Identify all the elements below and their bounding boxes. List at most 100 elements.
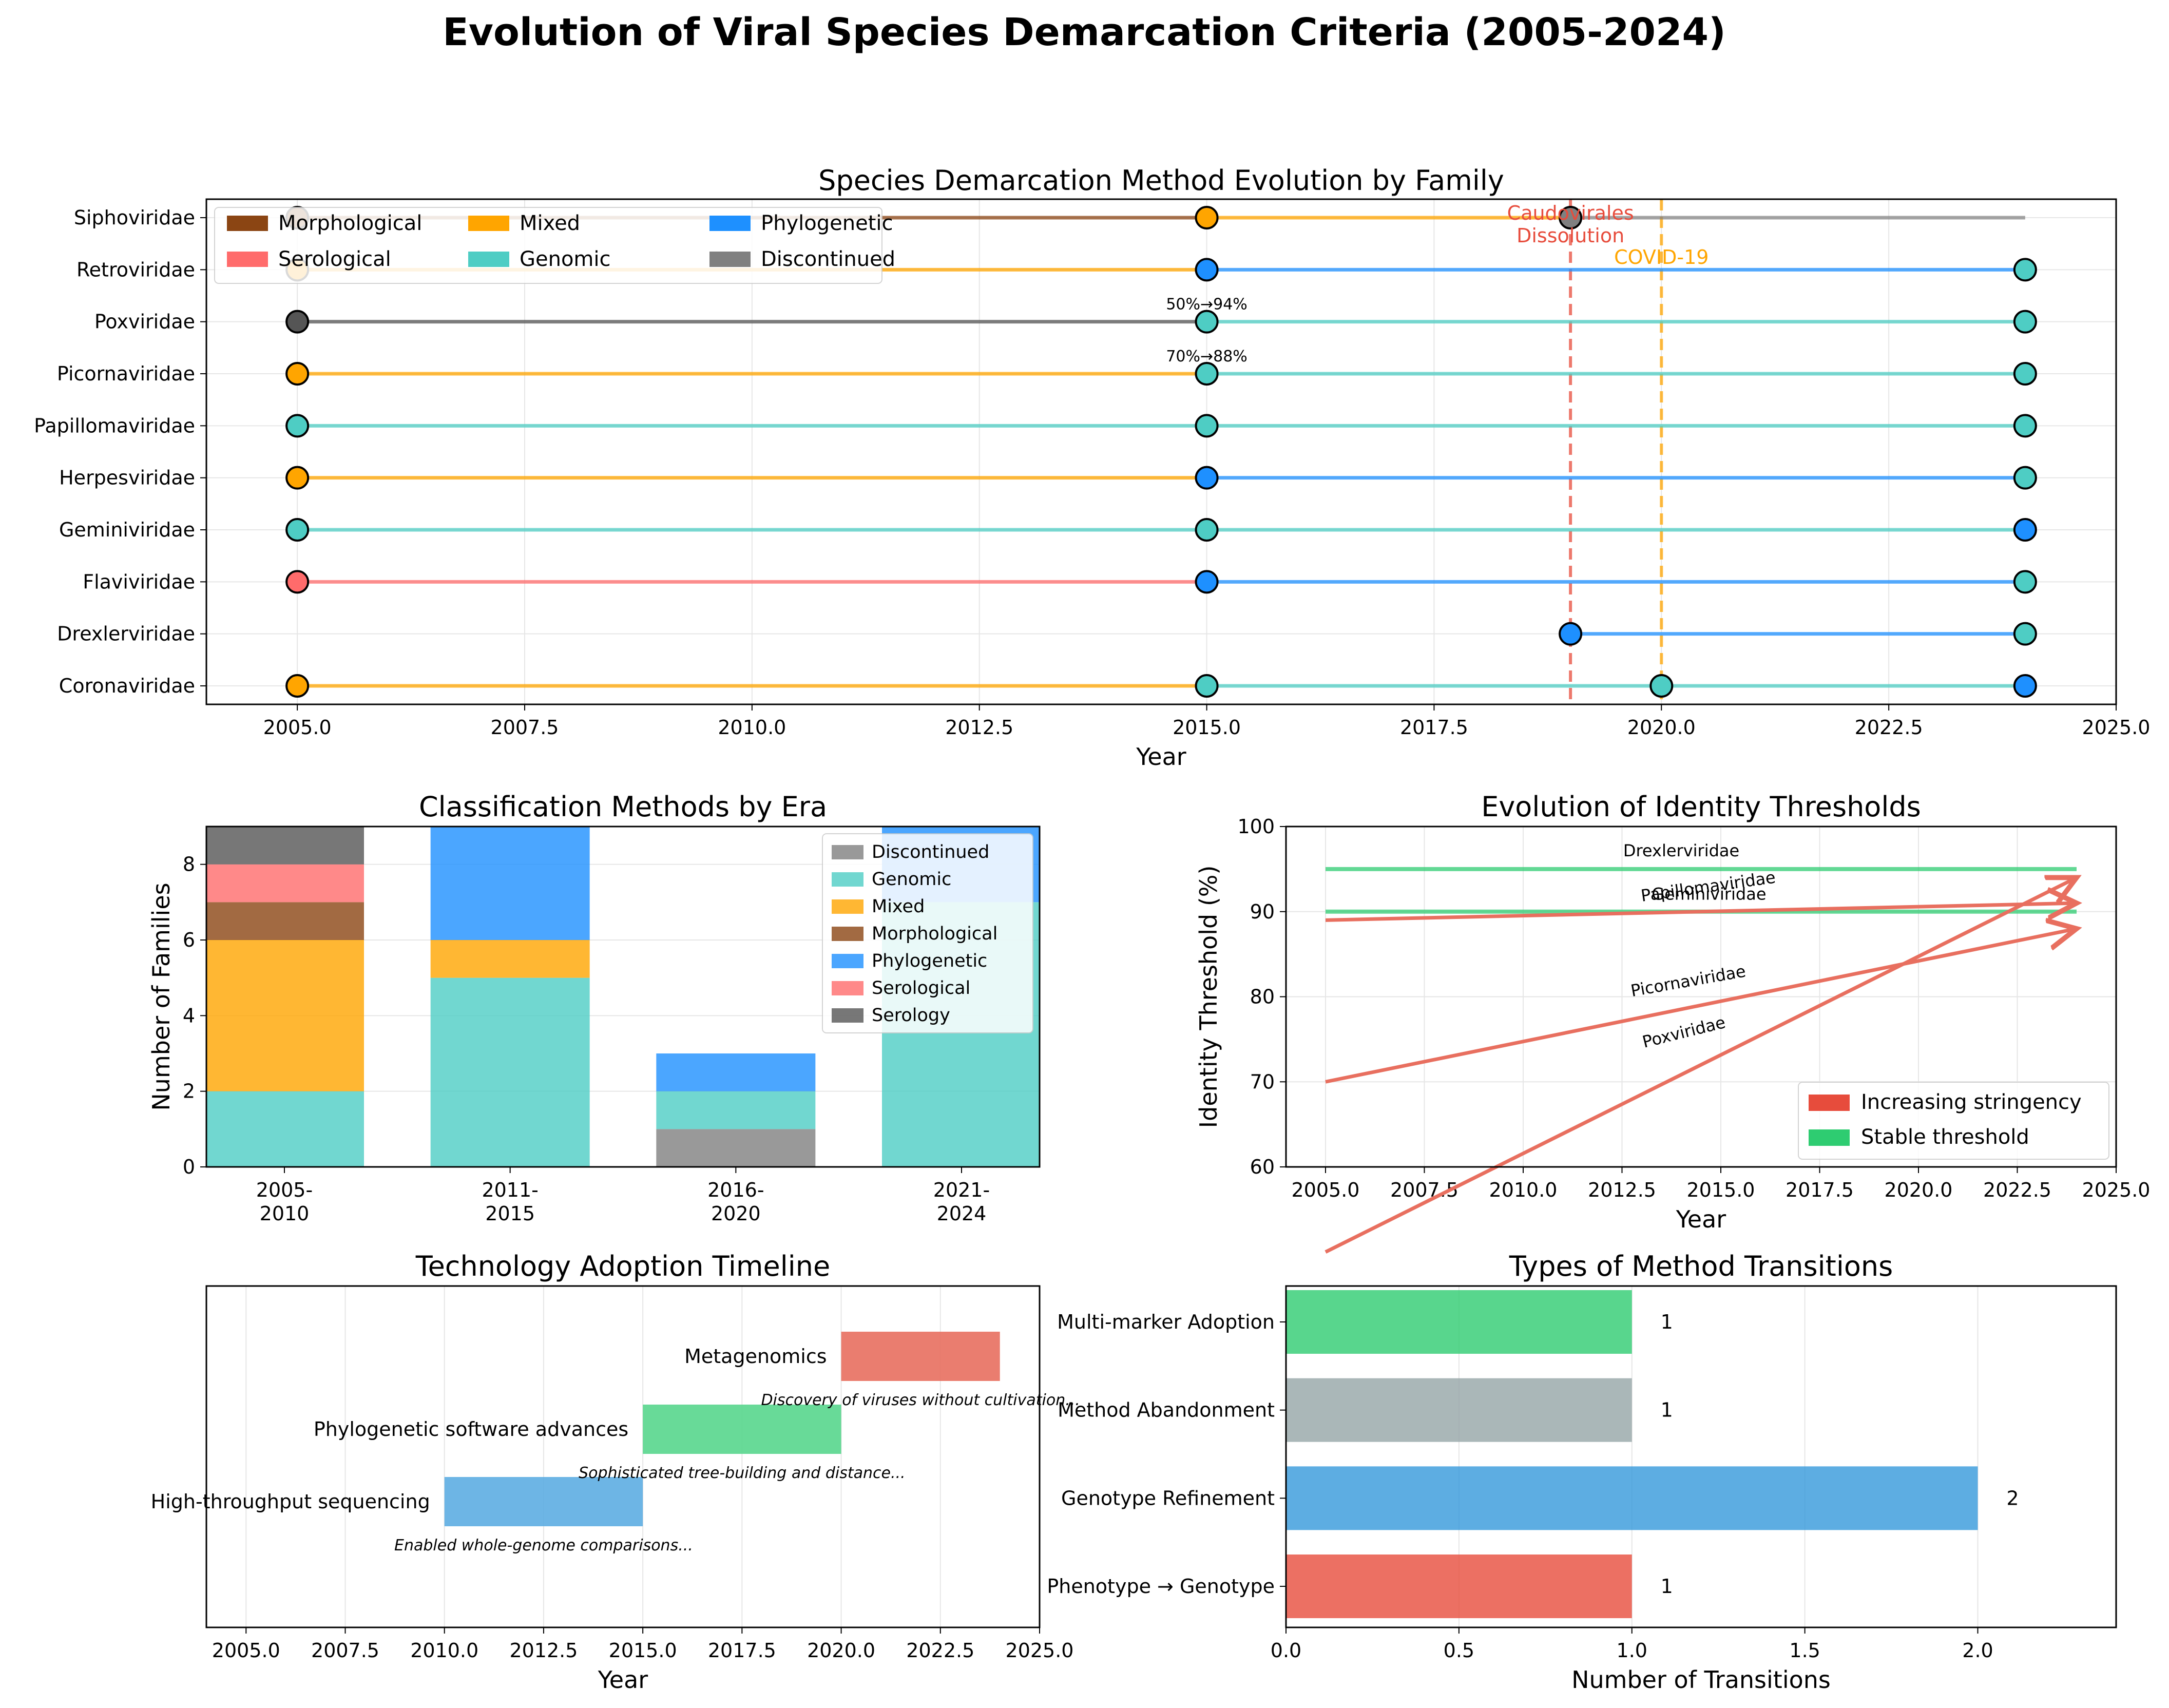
x-tick-label: 2007.5	[491, 716, 559, 739]
x-tick-label: 2016-2020	[707, 1179, 764, 1225]
y-tick-label: 0	[183, 1156, 195, 1178]
family-label: Coronaviridae	[59, 675, 195, 697]
legend-swatch	[227, 216, 268, 231]
technology-note: Discovery of viruses without cultivation…	[761, 1391, 1080, 1409]
x-tick-label: 2025.0	[2082, 1179, 2151, 1201]
y-tick-label: 2	[183, 1080, 195, 1103]
legend-label: Morphological	[872, 924, 997, 944]
bar-segment	[206, 940, 364, 1091]
legend-label: Morphological	[278, 212, 422, 235]
y-tick-label: 70	[1250, 1070, 1275, 1093]
method-marker	[1195, 414, 1219, 438]
panel-title: Evolution of Identity Thresholds	[1481, 791, 1921, 823]
technology-label: Metagenomics	[684, 1345, 827, 1368]
legend-swatch	[709, 252, 751, 267]
bar-segment	[206, 827, 364, 865]
legend-box	[1798, 1082, 2109, 1160]
x-tick-label: 2.0	[1962, 1639, 1993, 1662]
threshold-change-label: 70%→88%	[1166, 348, 1247, 366]
x-axis-label: Number of Transitions	[1571, 1666, 1831, 1694]
method-marker	[2013, 414, 2037, 438]
x-tick-label: 1.0	[1617, 1639, 1647, 1662]
family-label: Retroviridae	[76, 258, 195, 281]
method-marker	[285, 310, 310, 334]
x-tick-label: 2005.0	[1292, 1179, 1360, 1201]
bar-segment	[430, 827, 590, 940]
method-marker	[1195, 310, 1219, 334]
x-tick-label: 2012.5	[1588, 1179, 1656, 1201]
method-marker	[285, 674, 310, 698]
panel-title: Technology Adoption Timeline	[415, 1250, 830, 1282]
legend-label: Phylogenetic	[872, 951, 987, 971]
legend-label: Phylogenetic	[761, 212, 893, 235]
legend-label: Stable threshold	[1861, 1125, 2029, 1149]
y-axis-label: Identity Threshold (%)	[1195, 866, 1222, 1128]
event-label: Caudovirales Dissolution	[1507, 202, 1634, 247]
transition-bar	[1286, 1555, 1632, 1618]
legend-swatch	[832, 927, 863, 941]
family-label: Geminiviridae	[1652, 885, 1766, 904]
legend-label: Mixed	[520, 212, 580, 235]
technology-label: Phylogenetic software advances	[314, 1418, 628, 1441]
family-label: Poxviridae	[1640, 1012, 1727, 1052]
legend-label: Mixed	[872, 896, 925, 917]
bar-segment	[656, 1129, 816, 1167]
family-label: Drexlerviridae	[57, 623, 195, 645]
legend: Increasing stringency Stable threshold	[1798, 1082, 2109, 1160]
x-axis-label: Year	[1136, 743, 1186, 771]
bar-segment	[430, 940, 590, 978]
panel-identity-thresholds: 2005.0 2007.5 2010.0 2012.5 2015.0 2017.5 2020…	[1195, 791, 2151, 1254]
method-marker	[1559, 622, 1583, 646]
y-tick-label: 80	[1250, 986, 1275, 1008]
panel-family-timeline: 2005.0 2007.5 2010.0 2012.5 2015.0 2017.5 2020…	[34, 164, 2150, 771]
x-tick-label: 0.0	[1271, 1639, 1301, 1662]
technology-bar	[643, 1405, 841, 1454]
legend-swatch	[468, 252, 509, 267]
thresholds-frame	[1285, 826, 2117, 1168]
y-tick-label: 8	[183, 853, 195, 876]
family-label: Flaviviridae	[83, 570, 195, 593]
method-marker	[2013, 258, 2037, 282]
method-marker	[285, 570, 310, 594]
threshold-arrow	[1325, 903, 2077, 922]
threshold-arrow	[1325, 929, 2077, 1084]
x-tick-label: 2005.0	[263, 716, 332, 739]
x-tick-label: 2015.0	[1687, 1179, 1755, 1201]
x-tick-label: 2010.0	[718, 716, 786, 739]
family-label: Papillomaviridae	[34, 414, 195, 437]
x-tick-label: 2010.0	[410, 1639, 478, 1662]
family-label: Geminiviridae	[59, 519, 195, 541]
method-marker	[2013, 622, 2037, 646]
x-tick-label: 2017.5	[1400, 716, 1468, 739]
legend-label: Discontinued	[761, 247, 895, 271]
method-marker	[1559, 206, 1583, 229]
method-marker	[2013, 310, 2037, 334]
legend-swatch	[832, 981, 863, 995]
family-label: Drexlerviridae	[1623, 841, 1739, 860]
legend: Morphological Serological Mixed Genomic Phyl…	[214, 207, 895, 284]
legend-swatch	[1809, 1129, 1850, 1146]
x-tick-label: 2005.0	[212, 1639, 280, 1662]
x-tick-label: 2010.0	[1489, 1179, 1558, 1201]
x-tick-label: 2012.5	[509, 1639, 578, 1662]
bars-frame	[205, 826, 1041, 1168]
method-marker	[2013, 570, 2037, 594]
transitions-frame	[1285, 1285, 2117, 1628]
legend-label: Serological	[278, 247, 391, 271]
bar-segment	[430, 977, 590, 1167]
x-tick-label: 2017.5	[708, 1639, 776, 1662]
technology-bar	[841, 1332, 1000, 1381]
method-marker	[285, 466, 310, 490]
x-tick-label: 2005-2010	[256, 1179, 313, 1225]
bar-segment	[206, 864, 364, 903]
legend-swatch	[832, 845, 863, 859]
transition-bar	[1286, 1290, 1632, 1354]
legend-swatch	[832, 872, 863, 887]
bar-segment	[656, 1053, 816, 1091]
method-marker	[1195, 258, 1219, 282]
x-axis-label: Year	[598, 1666, 648, 1694]
legend-label: Serology	[872, 1005, 950, 1026]
panel-technology-timeline: 2005.0 2007.5 2010.0 2012.5 2015.0 2017.5 2020…	[151, 1250, 1080, 1694]
x-tick-label: 2022.5	[906, 1639, 974, 1662]
x-tick-label: 2020.0	[807, 1639, 875, 1662]
